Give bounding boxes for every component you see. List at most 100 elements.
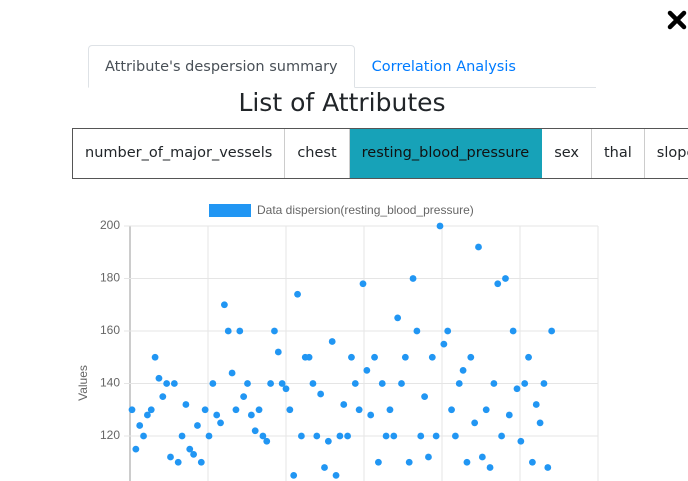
data-point xyxy=(517,437,525,445)
data-point xyxy=(471,419,479,427)
data-point xyxy=(467,353,475,361)
data-point xyxy=(167,453,174,461)
data-point xyxy=(413,327,421,335)
data-point xyxy=(251,427,259,435)
data-point xyxy=(390,432,398,440)
data-point xyxy=(348,353,355,361)
data-point xyxy=(532,401,540,408)
data-point xyxy=(421,393,428,401)
heading: List of Attributes xyxy=(238,88,446,117)
data-point xyxy=(213,411,221,419)
data-point xyxy=(282,385,290,393)
attribute-button[interactable]: number_of_major_vessels xyxy=(73,129,286,178)
data-point xyxy=(359,280,367,288)
data-point xyxy=(221,301,228,309)
data-point xyxy=(290,471,298,479)
tab[interactable]: Attribute's despersion summary xyxy=(88,45,355,88)
data-point xyxy=(174,458,182,466)
data-point xyxy=(371,353,378,361)
attribute-button[interactable]: resting_blood_pressure xyxy=(349,129,543,178)
data-point xyxy=(286,406,294,414)
data-point xyxy=(509,327,517,335)
data-point xyxy=(217,419,224,427)
data-point xyxy=(540,380,548,387)
data-point xyxy=(463,458,471,466)
data-point xyxy=(367,411,375,419)
data-point xyxy=(425,453,432,461)
legend-label: Data dispersion(resting_blood_pressure) xyxy=(257,203,474,217)
data-point xyxy=(432,432,440,440)
tab-bar: Attribute's despersion summary Correlatio… xyxy=(88,45,596,88)
y-tick-label: 120 xyxy=(100,428,120,442)
data-point xyxy=(317,390,325,398)
data-point xyxy=(513,385,521,393)
data-point xyxy=(274,348,282,356)
data-point xyxy=(494,280,502,288)
data-point xyxy=(525,353,532,361)
data-point xyxy=(132,445,140,453)
data-point xyxy=(232,406,240,414)
data-point xyxy=(247,411,255,419)
data-point xyxy=(401,353,409,361)
data-point xyxy=(136,422,144,429)
data-point xyxy=(298,432,305,440)
data-point xyxy=(294,290,301,298)
data-point xyxy=(355,406,363,414)
data-point xyxy=(336,432,344,440)
data-point xyxy=(182,401,190,408)
data-point xyxy=(498,432,505,440)
data-point xyxy=(224,327,232,335)
data-point xyxy=(536,419,544,427)
attribute-button[interactable]: slope xyxy=(645,129,688,178)
data-point xyxy=(502,275,509,282)
data-point xyxy=(405,458,413,466)
data-point xyxy=(321,464,328,471)
data-point xyxy=(455,380,463,387)
data-point xyxy=(197,458,205,466)
y-tick-label: 180 xyxy=(100,271,120,285)
close-button[interactable] xyxy=(667,10,687,30)
data-point xyxy=(147,406,155,414)
data-point xyxy=(344,432,351,440)
attribute-button[interactable]: chest xyxy=(285,129,350,178)
data-point xyxy=(278,380,286,387)
data-point xyxy=(375,458,382,466)
data-point xyxy=(529,458,536,466)
data-point xyxy=(459,366,467,374)
tab[interactable]: Correlation Analysis xyxy=(371,59,516,75)
data-point xyxy=(482,406,490,414)
data-point xyxy=(244,380,251,387)
data-point xyxy=(205,432,213,440)
data-point xyxy=(228,369,236,377)
data-point xyxy=(386,406,394,414)
data-point xyxy=(351,380,359,387)
data-point xyxy=(309,380,317,387)
y-tick-label: 200 xyxy=(100,218,120,232)
data-point xyxy=(155,374,163,382)
data-point xyxy=(363,366,371,374)
attribute-button[interactable]: sex xyxy=(542,129,592,178)
data-point xyxy=(259,432,267,440)
data-point xyxy=(255,406,263,414)
data-point xyxy=(151,353,159,361)
data-point xyxy=(263,437,271,445)
data-point xyxy=(409,275,417,282)
data-point xyxy=(201,406,209,414)
attribute-button[interactable]: thal xyxy=(592,129,645,178)
data-point xyxy=(478,453,486,461)
data-point xyxy=(486,464,494,471)
data-point xyxy=(428,353,436,361)
attribute-bar: number_of_major_vessels chest resting_bloo… xyxy=(72,128,688,179)
data-point xyxy=(328,338,336,345)
data-point xyxy=(144,411,151,419)
data-point xyxy=(440,340,448,348)
data-point xyxy=(186,445,194,453)
data-point xyxy=(313,432,321,440)
data-point xyxy=(324,437,332,445)
data-point xyxy=(267,380,274,387)
data-point xyxy=(209,380,217,387)
data-point xyxy=(521,380,529,387)
data-point xyxy=(271,327,278,335)
data-point xyxy=(382,432,390,440)
